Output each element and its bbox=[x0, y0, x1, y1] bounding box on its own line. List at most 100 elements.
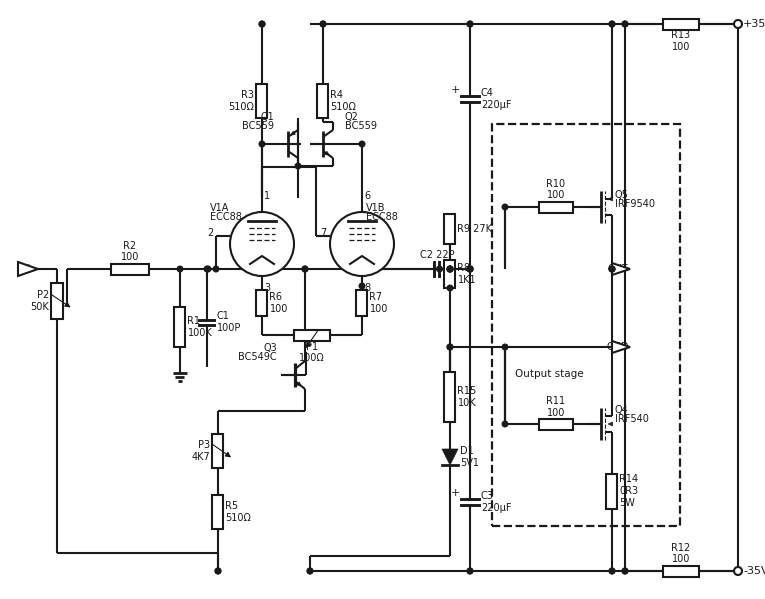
Circle shape bbox=[360, 141, 365, 147]
Circle shape bbox=[467, 266, 473, 272]
Text: R10
100: R10 100 bbox=[546, 179, 565, 201]
Circle shape bbox=[734, 567, 742, 575]
Circle shape bbox=[205, 266, 211, 272]
Text: BC549C: BC549C bbox=[239, 352, 277, 362]
Polygon shape bbox=[18, 262, 38, 276]
Circle shape bbox=[259, 21, 265, 27]
Circle shape bbox=[321, 21, 326, 27]
Text: BC559: BC559 bbox=[345, 121, 377, 131]
Bar bbox=[663, 19, 699, 29]
Circle shape bbox=[204, 266, 210, 272]
Circle shape bbox=[321, 21, 326, 27]
Circle shape bbox=[734, 20, 742, 28]
Text: R9 27K: R9 27K bbox=[457, 224, 493, 234]
Circle shape bbox=[215, 568, 221, 574]
Circle shape bbox=[622, 568, 628, 574]
Text: R15
10K: R15 10K bbox=[457, 386, 477, 408]
Circle shape bbox=[302, 266, 308, 272]
Text: 2: 2 bbox=[208, 228, 214, 238]
Circle shape bbox=[448, 266, 453, 272]
Text: +: + bbox=[451, 488, 460, 498]
Circle shape bbox=[622, 21, 628, 27]
Text: BC559: BC559 bbox=[242, 121, 274, 131]
Circle shape bbox=[213, 266, 219, 272]
Text: R12
100: R12 100 bbox=[672, 543, 691, 564]
Text: R4
510Ω: R4 510Ω bbox=[330, 90, 356, 112]
Text: R6
100: R6 100 bbox=[269, 292, 288, 314]
Text: C1
100P: C1 100P bbox=[216, 311, 241, 333]
Bar bbox=[492, 124, 680, 526]
Text: +35Vcc: +35Vcc bbox=[743, 19, 765, 29]
Circle shape bbox=[609, 266, 615, 272]
Text: D1
5V1: D1 5V1 bbox=[460, 446, 479, 468]
Text: R11
100: R11 100 bbox=[546, 396, 565, 418]
Bar bbox=[317, 84, 328, 118]
Bar bbox=[111, 264, 149, 274]
Bar bbox=[539, 419, 573, 429]
Bar bbox=[256, 290, 268, 316]
Text: IRF540: IRF540 bbox=[615, 414, 649, 424]
Circle shape bbox=[502, 204, 508, 210]
Text: IRF9540: IRF9540 bbox=[615, 199, 655, 209]
Text: Q2: Q2 bbox=[345, 112, 359, 122]
Circle shape bbox=[467, 21, 473, 27]
Text: -35Vcc: -35Vcc bbox=[743, 566, 765, 576]
Bar bbox=[444, 214, 455, 244]
Text: V1A: V1A bbox=[210, 203, 230, 213]
Circle shape bbox=[609, 21, 615, 27]
Text: C3
220μF: C3 220μF bbox=[481, 491, 512, 513]
Bar bbox=[213, 434, 223, 468]
Bar bbox=[444, 260, 455, 288]
Bar bbox=[356, 290, 367, 316]
Text: ECC88: ECC88 bbox=[210, 212, 242, 222]
Circle shape bbox=[448, 266, 453, 272]
Text: P1
100Ω: P1 100Ω bbox=[299, 341, 325, 363]
Circle shape bbox=[230, 212, 294, 276]
Text: Output stage: Output stage bbox=[515, 369, 584, 379]
Circle shape bbox=[609, 568, 615, 574]
Text: ECC88: ECC88 bbox=[366, 212, 398, 222]
Bar bbox=[174, 307, 185, 347]
Text: 6: 6 bbox=[364, 191, 370, 201]
Circle shape bbox=[308, 568, 313, 574]
Text: 8: 8 bbox=[364, 283, 370, 293]
Text: V1B: V1B bbox=[366, 203, 386, 213]
Text: +: + bbox=[451, 85, 460, 95]
Circle shape bbox=[360, 283, 365, 289]
Circle shape bbox=[448, 266, 453, 272]
Polygon shape bbox=[612, 263, 630, 275]
Polygon shape bbox=[612, 341, 630, 353]
Circle shape bbox=[308, 568, 313, 574]
Text: R14
0R3
5W: R14 0R3 5W bbox=[620, 474, 639, 507]
Circle shape bbox=[467, 568, 473, 574]
Text: P3
4K7: P3 4K7 bbox=[192, 440, 210, 462]
Text: R1
100K: R1 100K bbox=[187, 316, 212, 338]
Circle shape bbox=[259, 21, 265, 27]
Bar bbox=[294, 329, 330, 340]
Circle shape bbox=[302, 266, 308, 272]
Text: Q5: Q5 bbox=[615, 190, 629, 200]
Circle shape bbox=[448, 344, 453, 350]
Circle shape bbox=[609, 568, 615, 574]
Circle shape bbox=[177, 266, 183, 272]
Text: R8
1K1: R8 1K1 bbox=[457, 263, 476, 285]
Bar bbox=[213, 495, 223, 529]
Text: Q3: Q3 bbox=[263, 343, 277, 353]
Circle shape bbox=[330, 212, 394, 276]
Text: Q1: Q1 bbox=[260, 112, 274, 122]
Circle shape bbox=[295, 163, 301, 169]
Text: GND: GND bbox=[607, 342, 630, 352]
Circle shape bbox=[448, 266, 453, 272]
Text: 7: 7 bbox=[320, 228, 326, 238]
Text: IN: IN bbox=[20, 264, 30, 274]
Circle shape bbox=[502, 344, 508, 350]
Text: R3
510Ω: R3 510Ω bbox=[229, 90, 255, 112]
Circle shape bbox=[622, 21, 628, 27]
Circle shape bbox=[467, 266, 473, 272]
Text: R7
100: R7 100 bbox=[369, 292, 388, 314]
Circle shape bbox=[259, 141, 265, 147]
Circle shape bbox=[467, 266, 473, 272]
Bar bbox=[663, 565, 699, 576]
Circle shape bbox=[502, 421, 508, 427]
Text: P2
50K: P2 50K bbox=[31, 290, 49, 312]
